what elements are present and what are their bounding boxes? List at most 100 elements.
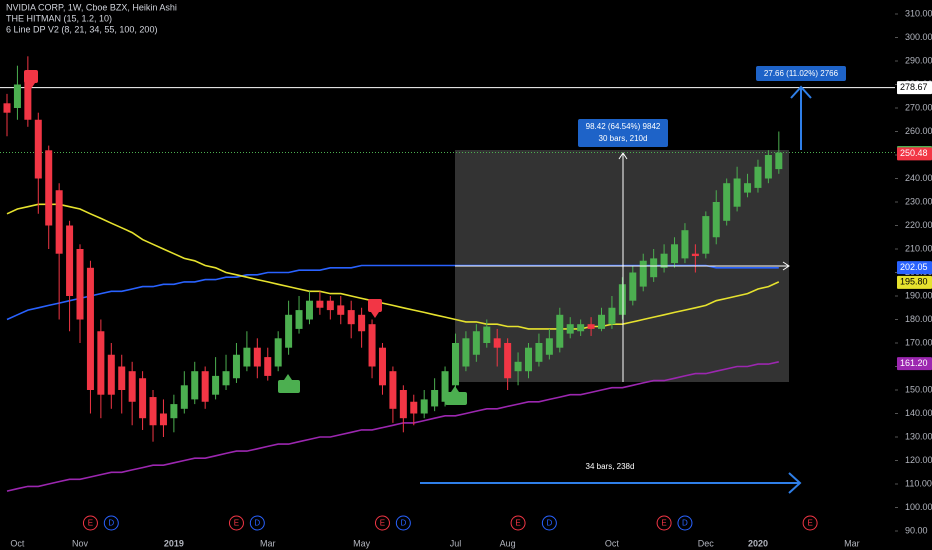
event-label: E xyxy=(380,519,385,528)
candle-body xyxy=(587,324,595,329)
measure-label: 98.42 (64.54%) 9842 xyxy=(586,122,661,131)
candle-body xyxy=(253,347,261,367)
event-marker xyxy=(82,515,98,531)
arrow-head xyxy=(618,152,628,160)
bull-signal xyxy=(284,374,292,380)
candle-body xyxy=(671,244,679,264)
y-tick-label: 230.00 xyxy=(905,196,932,206)
candle-body xyxy=(431,390,439,407)
candle-body xyxy=(504,343,512,379)
bear-signal xyxy=(27,83,35,89)
candle-body xyxy=(285,314,293,348)
candle-body xyxy=(441,371,449,402)
candle-body xyxy=(525,347,532,372)
candle-body xyxy=(535,343,543,362)
candle-body xyxy=(462,338,470,367)
arrow-head xyxy=(782,261,790,271)
candle-body xyxy=(274,338,282,367)
candle-body xyxy=(66,225,74,296)
candle-body xyxy=(13,84,21,108)
candle-body xyxy=(347,310,355,325)
candle-body xyxy=(775,152,783,170)
candle-body xyxy=(629,272,637,301)
event-label: E xyxy=(515,519,520,528)
candle-body xyxy=(733,178,741,207)
measure-label-box xyxy=(578,119,668,147)
candle-body xyxy=(660,253,668,268)
candle-body xyxy=(45,150,53,226)
y-tick-label: 290.00 xyxy=(905,55,932,65)
arrow-head xyxy=(790,85,812,99)
candle-body xyxy=(410,401,418,414)
event-marker xyxy=(249,515,265,531)
event-marker xyxy=(802,515,818,531)
candle-body xyxy=(128,371,136,402)
candle-body xyxy=(639,260,647,287)
event-marker xyxy=(677,515,693,531)
event-label: D xyxy=(400,519,406,528)
chart-title: NVIDIA CORP, 1W, Cboe BZX, Heikin Ashi xyxy=(6,2,177,12)
candle-body xyxy=(399,390,407,419)
candle-body xyxy=(201,371,209,402)
candle-body xyxy=(97,331,105,395)
event-marker xyxy=(656,515,672,531)
event-label: E xyxy=(88,519,93,528)
candle-body xyxy=(118,366,126,390)
candle-body xyxy=(702,216,710,254)
event-marker xyxy=(510,515,526,531)
indicator-line xyxy=(6,361,779,492)
x-tick-label: Nov xyxy=(72,538,89,548)
x-tick-label: Mar xyxy=(260,538,276,548)
y-tick-label: 210.00 xyxy=(905,243,932,253)
series-layer xyxy=(3,56,783,492)
candle-body xyxy=(451,343,459,386)
candle-body xyxy=(34,119,42,179)
candle-body xyxy=(326,300,334,311)
annotation-layer: 98.42 (64.54%) 9842 30 bars, 210d 27.66 … xyxy=(6,2,932,548)
candle-body xyxy=(337,305,345,315)
candle-body xyxy=(618,284,626,315)
candle-body xyxy=(483,326,491,343)
arrow-head xyxy=(788,472,802,494)
candle-body xyxy=(420,399,428,414)
candle-body xyxy=(754,166,762,188)
y-tick-label: 90.00 xyxy=(905,525,928,535)
x-tick-label: Aug xyxy=(500,538,516,548)
y-tick-label: 260.00 xyxy=(905,126,932,136)
candle-body xyxy=(577,324,585,332)
price-label-box xyxy=(897,357,932,371)
candle-body xyxy=(493,338,501,348)
price-label: 161.20 xyxy=(900,358,928,368)
measure-label: 30 bars, 210d xyxy=(599,134,648,143)
event-marker xyxy=(103,515,119,531)
y-tick-label: 300.00 xyxy=(905,32,932,42)
candle-body xyxy=(159,413,167,426)
y-tick-label: 220.00 xyxy=(905,220,932,230)
candle-body xyxy=(76,249,84,320)
event-marker xyxy=(228,515,244,531)
indicator-line xyxy=(6,203,780,330)
y-tick-label: 170.00 xyxy=(905,337,932,347)
y-tick-label: 140.00 xyxy=(905,408,932,418)
candle-body xyxy=(191,371,199,400)
y-tick-label: 190.00 xyxy=(905,290,932,300)
bear-signal xyxy=(371,312,379,318)
candle-body xyxy=(232,354,240,379)
candle-body xyxy=(86,267,94,390)
candle-body xyxy=(556,314,564,348)
x-tick-label: Dec xyxy=(698,538,715,548)
bear-signal xyxy=(368,299,382,312)
event-label: D xyxy=(682,519,688,528)
candle-body xyxy=(389,371,397,409)
candle-body xyxy=(472,331,480,355)
y-tick-label: 120.00 xyxy=(905,455,932,465)
candle-body xyxy=(598,314,606,329)
candle-body xyxy=(712,202,720,238)
indicator-label: 6 Line DP V2 (8, 21, 34, 55, 100, 200) xyxy=(6,24,157,34)
candle-body xyxy=(243,347,251,367)
candle-body xyxy=(545,338,553,355)
target-label: 27.66 (11.02%) 2766 xyxy=(764,69,839,78)
y-tick-label: 110.00 xyxy=(905,478,932,488)
